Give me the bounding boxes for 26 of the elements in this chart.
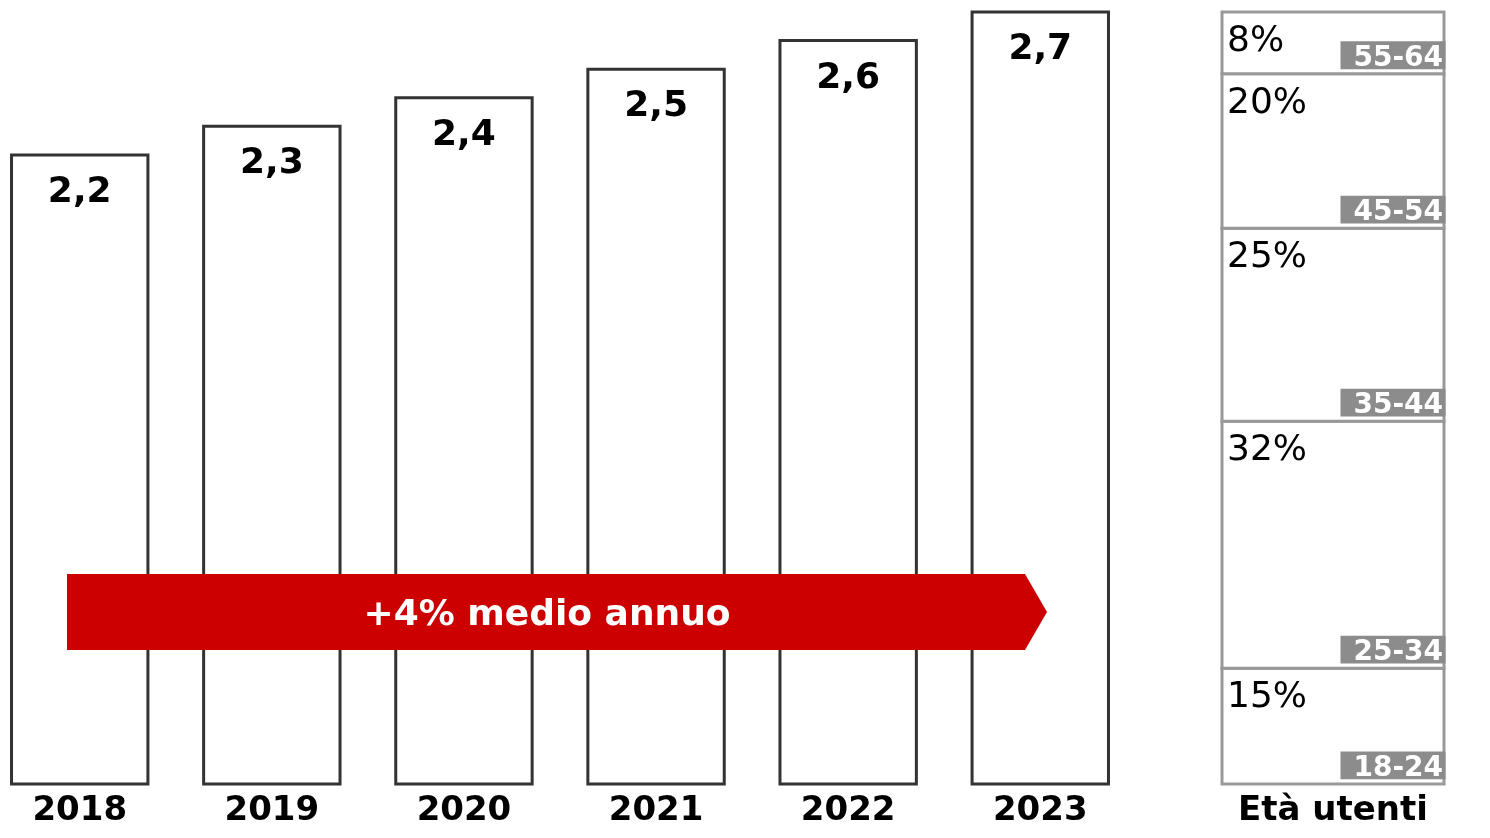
data-label: 32% bbox=[1227, 427, 1308, 469]
x-tick-label: 2018 bbox=[32, 787, 128, 828]
data-label: 25% bbox=[1227, 234, 1308, 276]
x-tick-label: 2022 bbox=[800, 787, 896, 828]
bar bbox=[970, 10, 1110, 786]
series-label: 25-34 bbox=[1353, 634, 1443, 668]
data-label: 2,5 bbox=[624, 83, 688, 125]
data-label: 2,7 bbox=[1008, 26, 1073, 67]
data-label: 2,3 bbox=[239, 140, 304, 182]
series-label: 35-44 bbox=[1353, 387, 1443, 421]
series-label: 45-54 bbox=[1353, 194, 1443, 228]
bar bbox=[10, 153, 150, 786]
data-label: 8% bbox=[1227, 18, 1285, 59]
x-tick-label: Età utenti bbox=[1238, 787, 1428, 828]
series-label: 18-24 bbox=[1353, 750, 1443, 783]
x-tick-label: 2023 bbox=[992, 787, 1088, 828]
annotation: +4% medio annuo bbox=[362, 590, 732, 635]
data-label: 2,2 bbox=[47, 168, 112, 210]
x-tick-label: 2021 bbox=[608, 787, 704, 828]
x-tick-label: 2019 bbox=[224, 787, 320, 828]
x-tick-label: 2020 bbox=[416, 787, 512, 828]
series-label: 55-64 bbox=[1353, 39, 1443, 73]
data-label: 20% bbox=[1227, 79, 1308, 121]
data-label: 2,6 bbox=[816, 54, 881, 96]
data-label: 2,4 bbox=[432, 111, 496, 153]
data-label: 15% bbox=[1227, 674, 1308, 716]
